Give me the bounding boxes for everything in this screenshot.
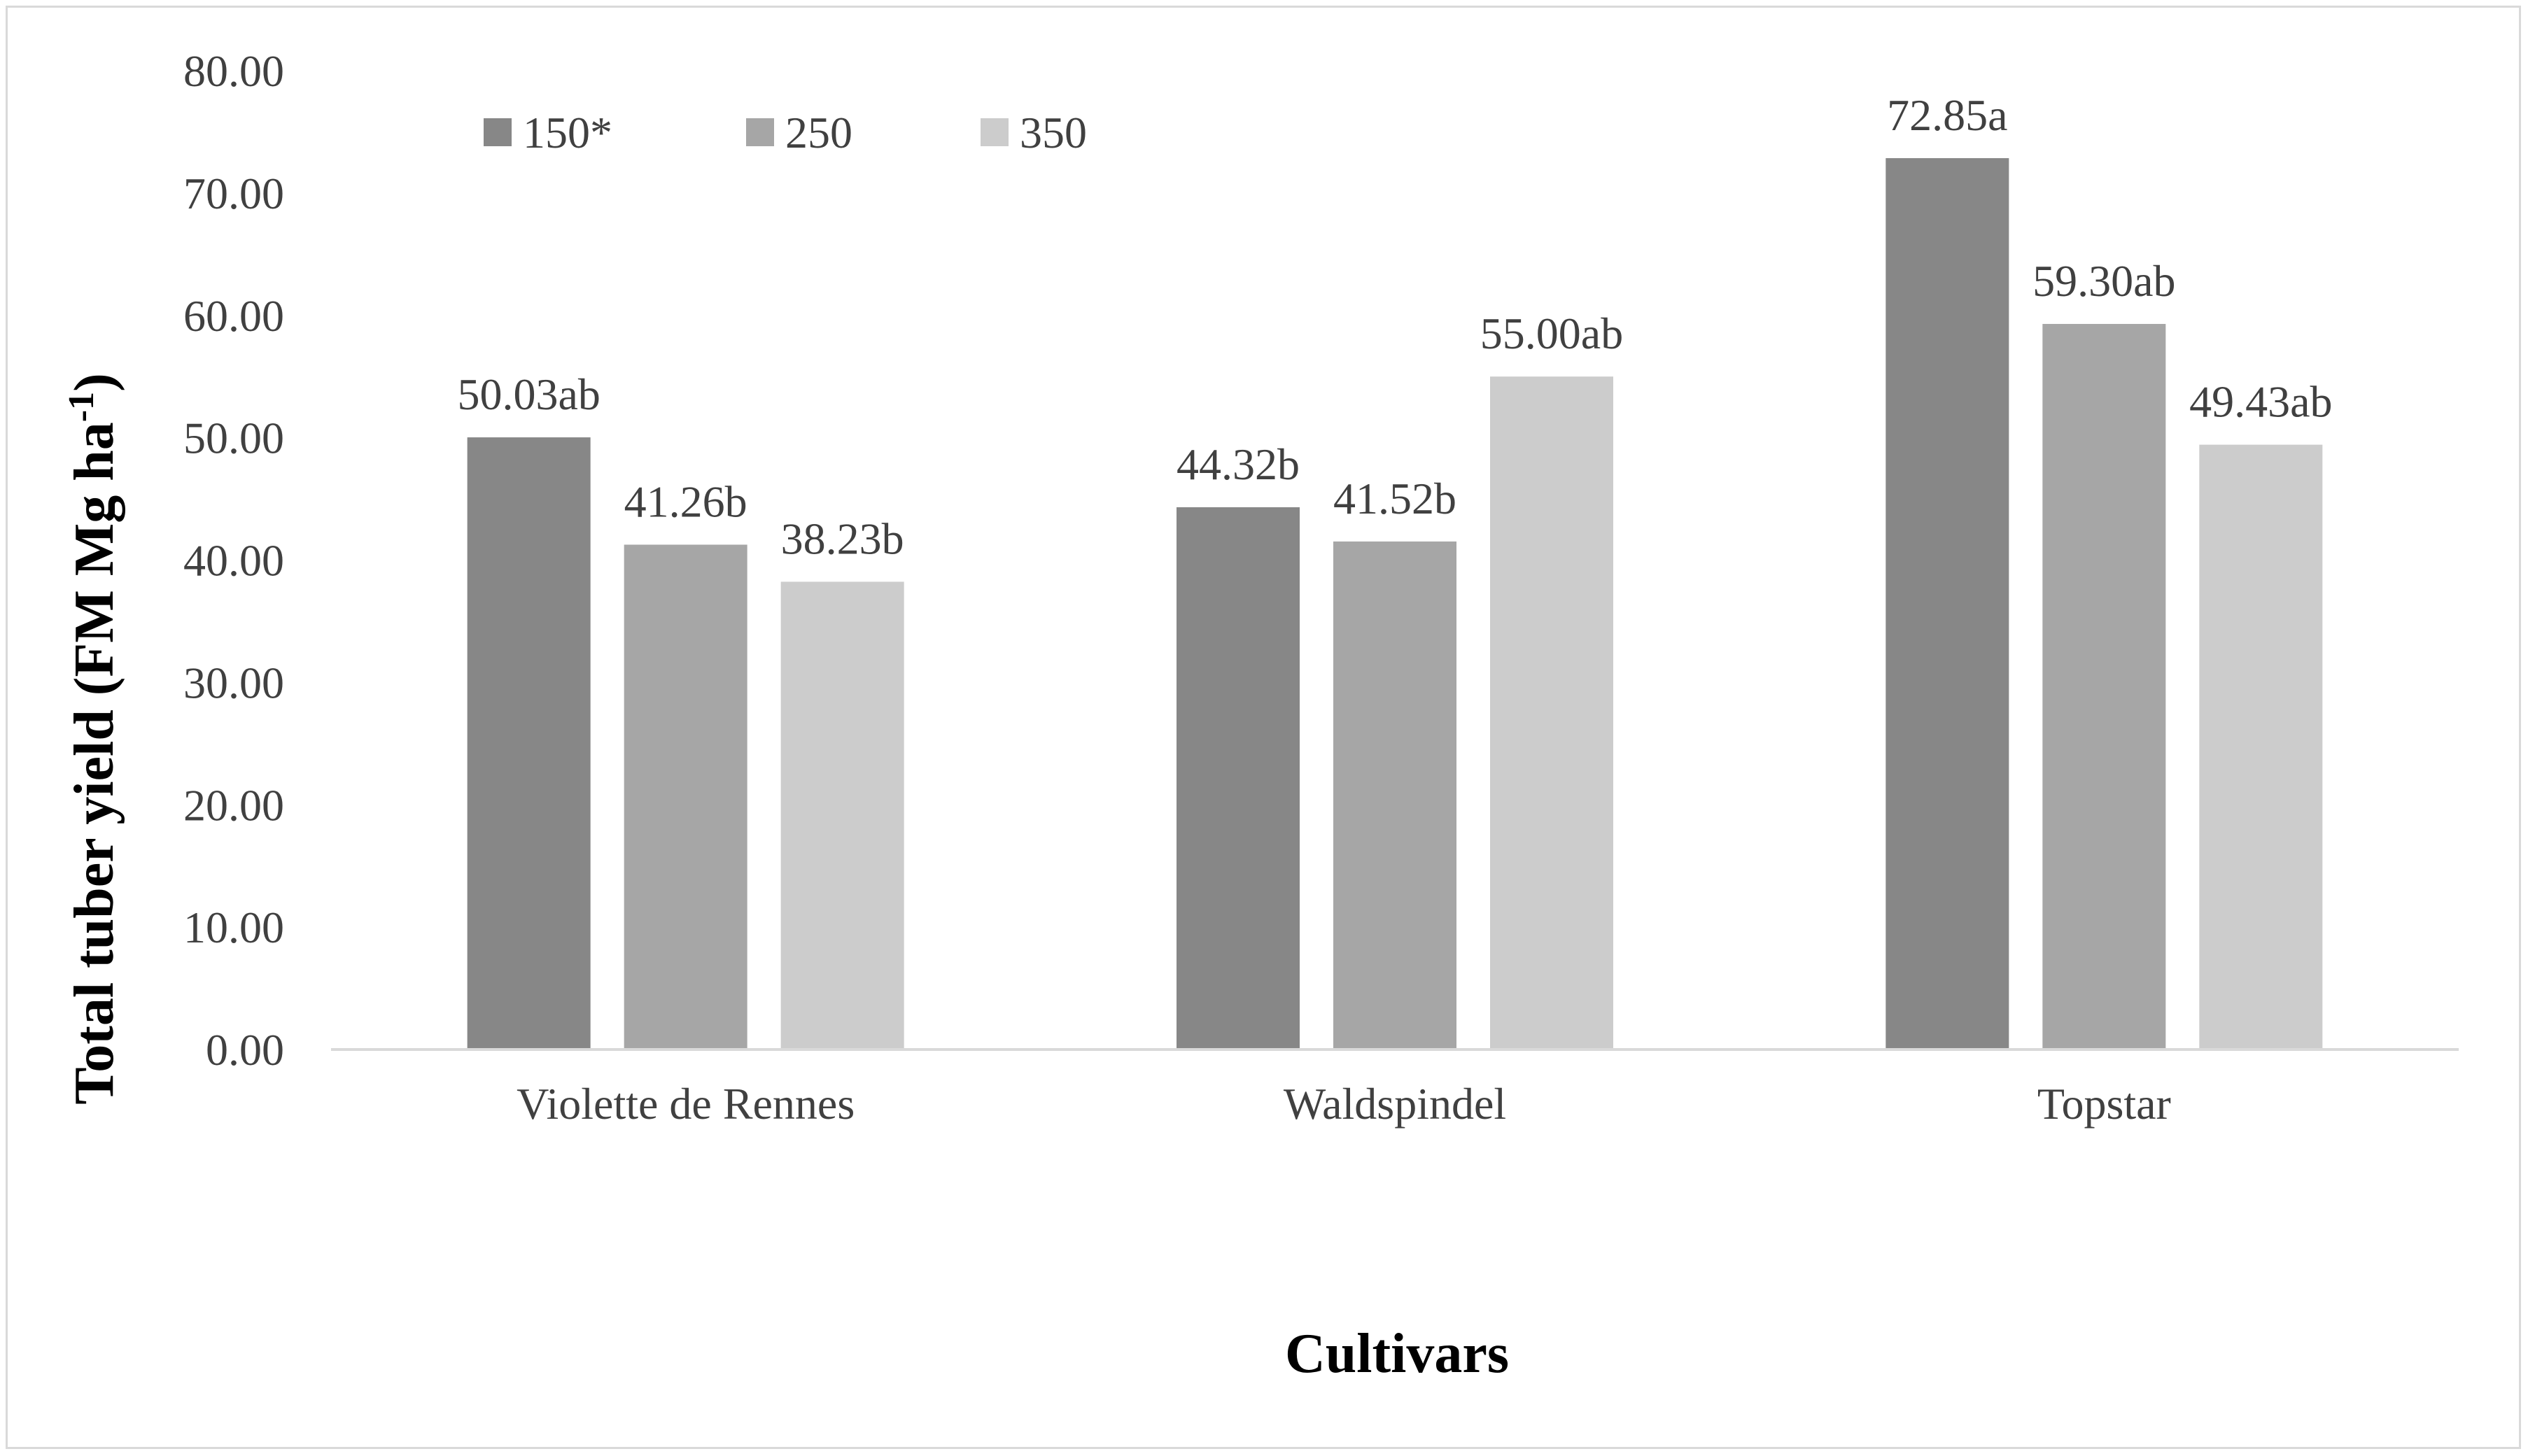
y-tick-label: 30.00 <box>183 658 284 707</box>
y-tick-label: 40.00 <box>183 536 284 586</box>
bar <box>780 581 904 1049</box>
y-tick-label: 10.00 <box>183 903 284 952</box>
bar-data-label: 38.23b <box>781 514 904 563</box>
bar-data-label: 49.43ab <box>2189 377 2332 427</box>
x-axis-categories: Violette de Rennes Waldspindel Topstar <box>517 1079 2171 1129</box>
bar-data-label: 41.52b <box>1333 474 1456 523</box>
y-axis-title-main: Total tuber yield (FM Mg ha <box>64 422 125 1105</box>
x-tick-label: Waldspindel <box>1284 1079 1506 1129</box>
y-tick-label: 0.00 <box>206 1025 284 1075</box>
bar <box>1886 158 2009 1049</box>
y-tick-label: 60.00 <box>183 291 284 341</box>
bar-chart: 0.00 10.00 20.00 30.00 40.00 50.00 60.00 70.00 8… <box>62 46 2459 1385</box>
bar <box>2042 323 2166 1050</box>
bar <box>1490 376 1613 1049</box>
legend-swatch <box>484 118 512 146</box>
bar-data-label: 41.26b <box>624 476 747 526</box>
y-tick-label: 20.00 <box>183 780 284 830</box>
legend-label: 150* <box>523 108 612 157</box>
y-axis-title-superscript: -1 <box>62 392 101 422</box>
x-axis-title: Cultivars <box>1285 1323 1509 1385</box>
bar <box>467 437 591 1049</box>
legend-label: 250 <box>785 108 852 157</box>
y-axis: 0.00 10.00 20.00 30.00 40.00 50.00 60.00 70.00 8… <box>183 46 284 1075</box>
y-tick-label: 80.00 <box>183 46 284 96</box>
x-tick-label: Topstar <box>2037 1079 2171 1129</box>
legend-swatch <box>981 118 1009 146</box>
bar-data-label: 55.00ab <box>1480 309 1623 358</box>
chart-area: 0.00 10.00 20.00 30.00 40.00 50.00 60.00 70.00 8… <box>6 6 2521 1449</box>
y-tick-label: 70.00 <box>183 169 284 218</box>
y-axis-title: Total tuber yield (FM Mg ha-1) <box>62 373 126 1105</box>
bar-data-label: 59.30ab <box>2032 256 2175 306</box>
y-axis-title-close: ) <box>64 373 125 392</box>
x-tick-label: Violette de Rennes <box>517 1079 855 1129</box>
bar <box>2199 444 2323 1049</box>
legend: 150* 250 350 <box>484 108 1087 157</box>
legend-swatch <box>746 118 774 146</box>
bar <box>1177 507 1300 1049</box>
bar <box>1333 541 1456 1049</box>
legend-label: 350 <box>1020 108 1087 157</box>
bar-data-label: 72.85a <box>1887 90 2007 140</box>
bar-data-label: 50.03ab <box>457 369 600 419</box>
bars <box>467 158 2323 1050</box>
bar-data-label: 44.32b <box>1177 439 1300 489</box>
bar <box>624 544 747 1049</box>
data-labels: 50.03ab 41.26b 38.23b 44.32b 41.52b 55.00ab 72… <box>457 90 2332 563</box>
y-tick-label: 50.00 <box>183 414 284 463</box>
